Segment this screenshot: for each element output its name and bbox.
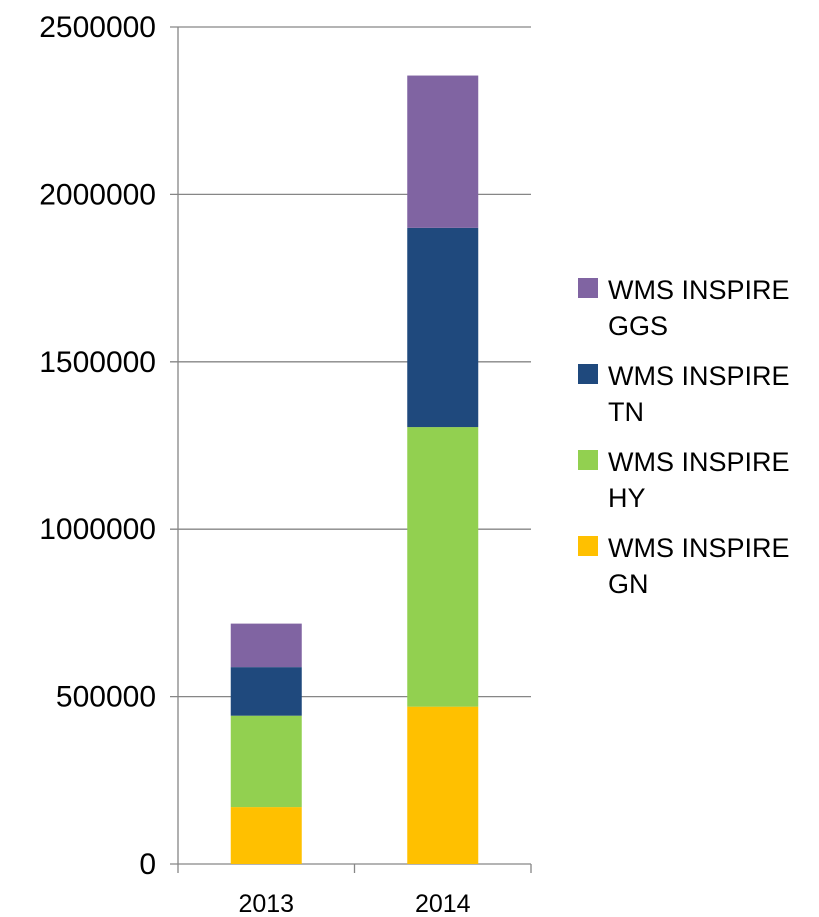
y-tick-label: 2500000	[39, 11, 156, 44]
legend-swatch	[578, 364, 598, 384]
bar-segment-2014-2	[407, 427, 479, 707]
legend-label: WMS INSPIRE GGS	[608, 275, 790, 341]
legend-item: WMS INSPIRE TN	[578, 358, 818, 430]
bar-segment-2013-3	[230, 667, 302, 716]
legend-item: WMS INSPIRE HY	[578, 444, 818, 516]
bar-segment-2014-3	[407, 227, 479, 428]
bar-segment-2014-4	[407, 75, 479, 228]
legend-item: WMS INSPIRE GGS	[578, 272, 818, 344]
legend-swatch	[578, 278, 598, 298]
y-tick-label: 500000	[56, 681, 156, 714]
legend-swatch	[578, 536, 598, 556]
legend-label: WMS INSPIRE TN	[608, 361, 790, 427]
y-tick-label: 1500000	[39, 346, 156, 379]
chart-legend: WMS INSPIRE GGS WMS INSPIRE TN WMS INSPIRE…	[578, 272, 818, 616]
legend-label: WMS INSPIRE GN	[608, 533, 790, 599]
bar-layer	[230, 75, 479, 864]
bar-segment-2013-4	[230, 623, 302, 668]
bar-segment-2013-1	[230, 807, 302, 864]
y-tick-label: 1000000	[39, 513, 156, 546]
y-tick-label: 0	[139, 848, 156, 881]
y-tick-label: 2000000	[39, 178, 156, 211]
x-tick-label: 2013	[238, 890, 294, 917]
label-layer: 0 500000 1000000 1500000 2000000 2500000 2013 2…	[39, 11, 470, 917]
bar-segment-2014-1	[407, 706, 479, 864]
axis-layer	[177, 27, 532, 873]
bar-segment-2013-2	[230, 715, 302, 808]
legend-item: WMS INSPIRE GN	[578, 530, 818, 602]
legend-label: WMS INSPIRE HY	[608, 447, 790, 513]
x-tick-label: 2014	[415, 890, 471, 917]
legend-swatch	[578, 450, 598, 470]
